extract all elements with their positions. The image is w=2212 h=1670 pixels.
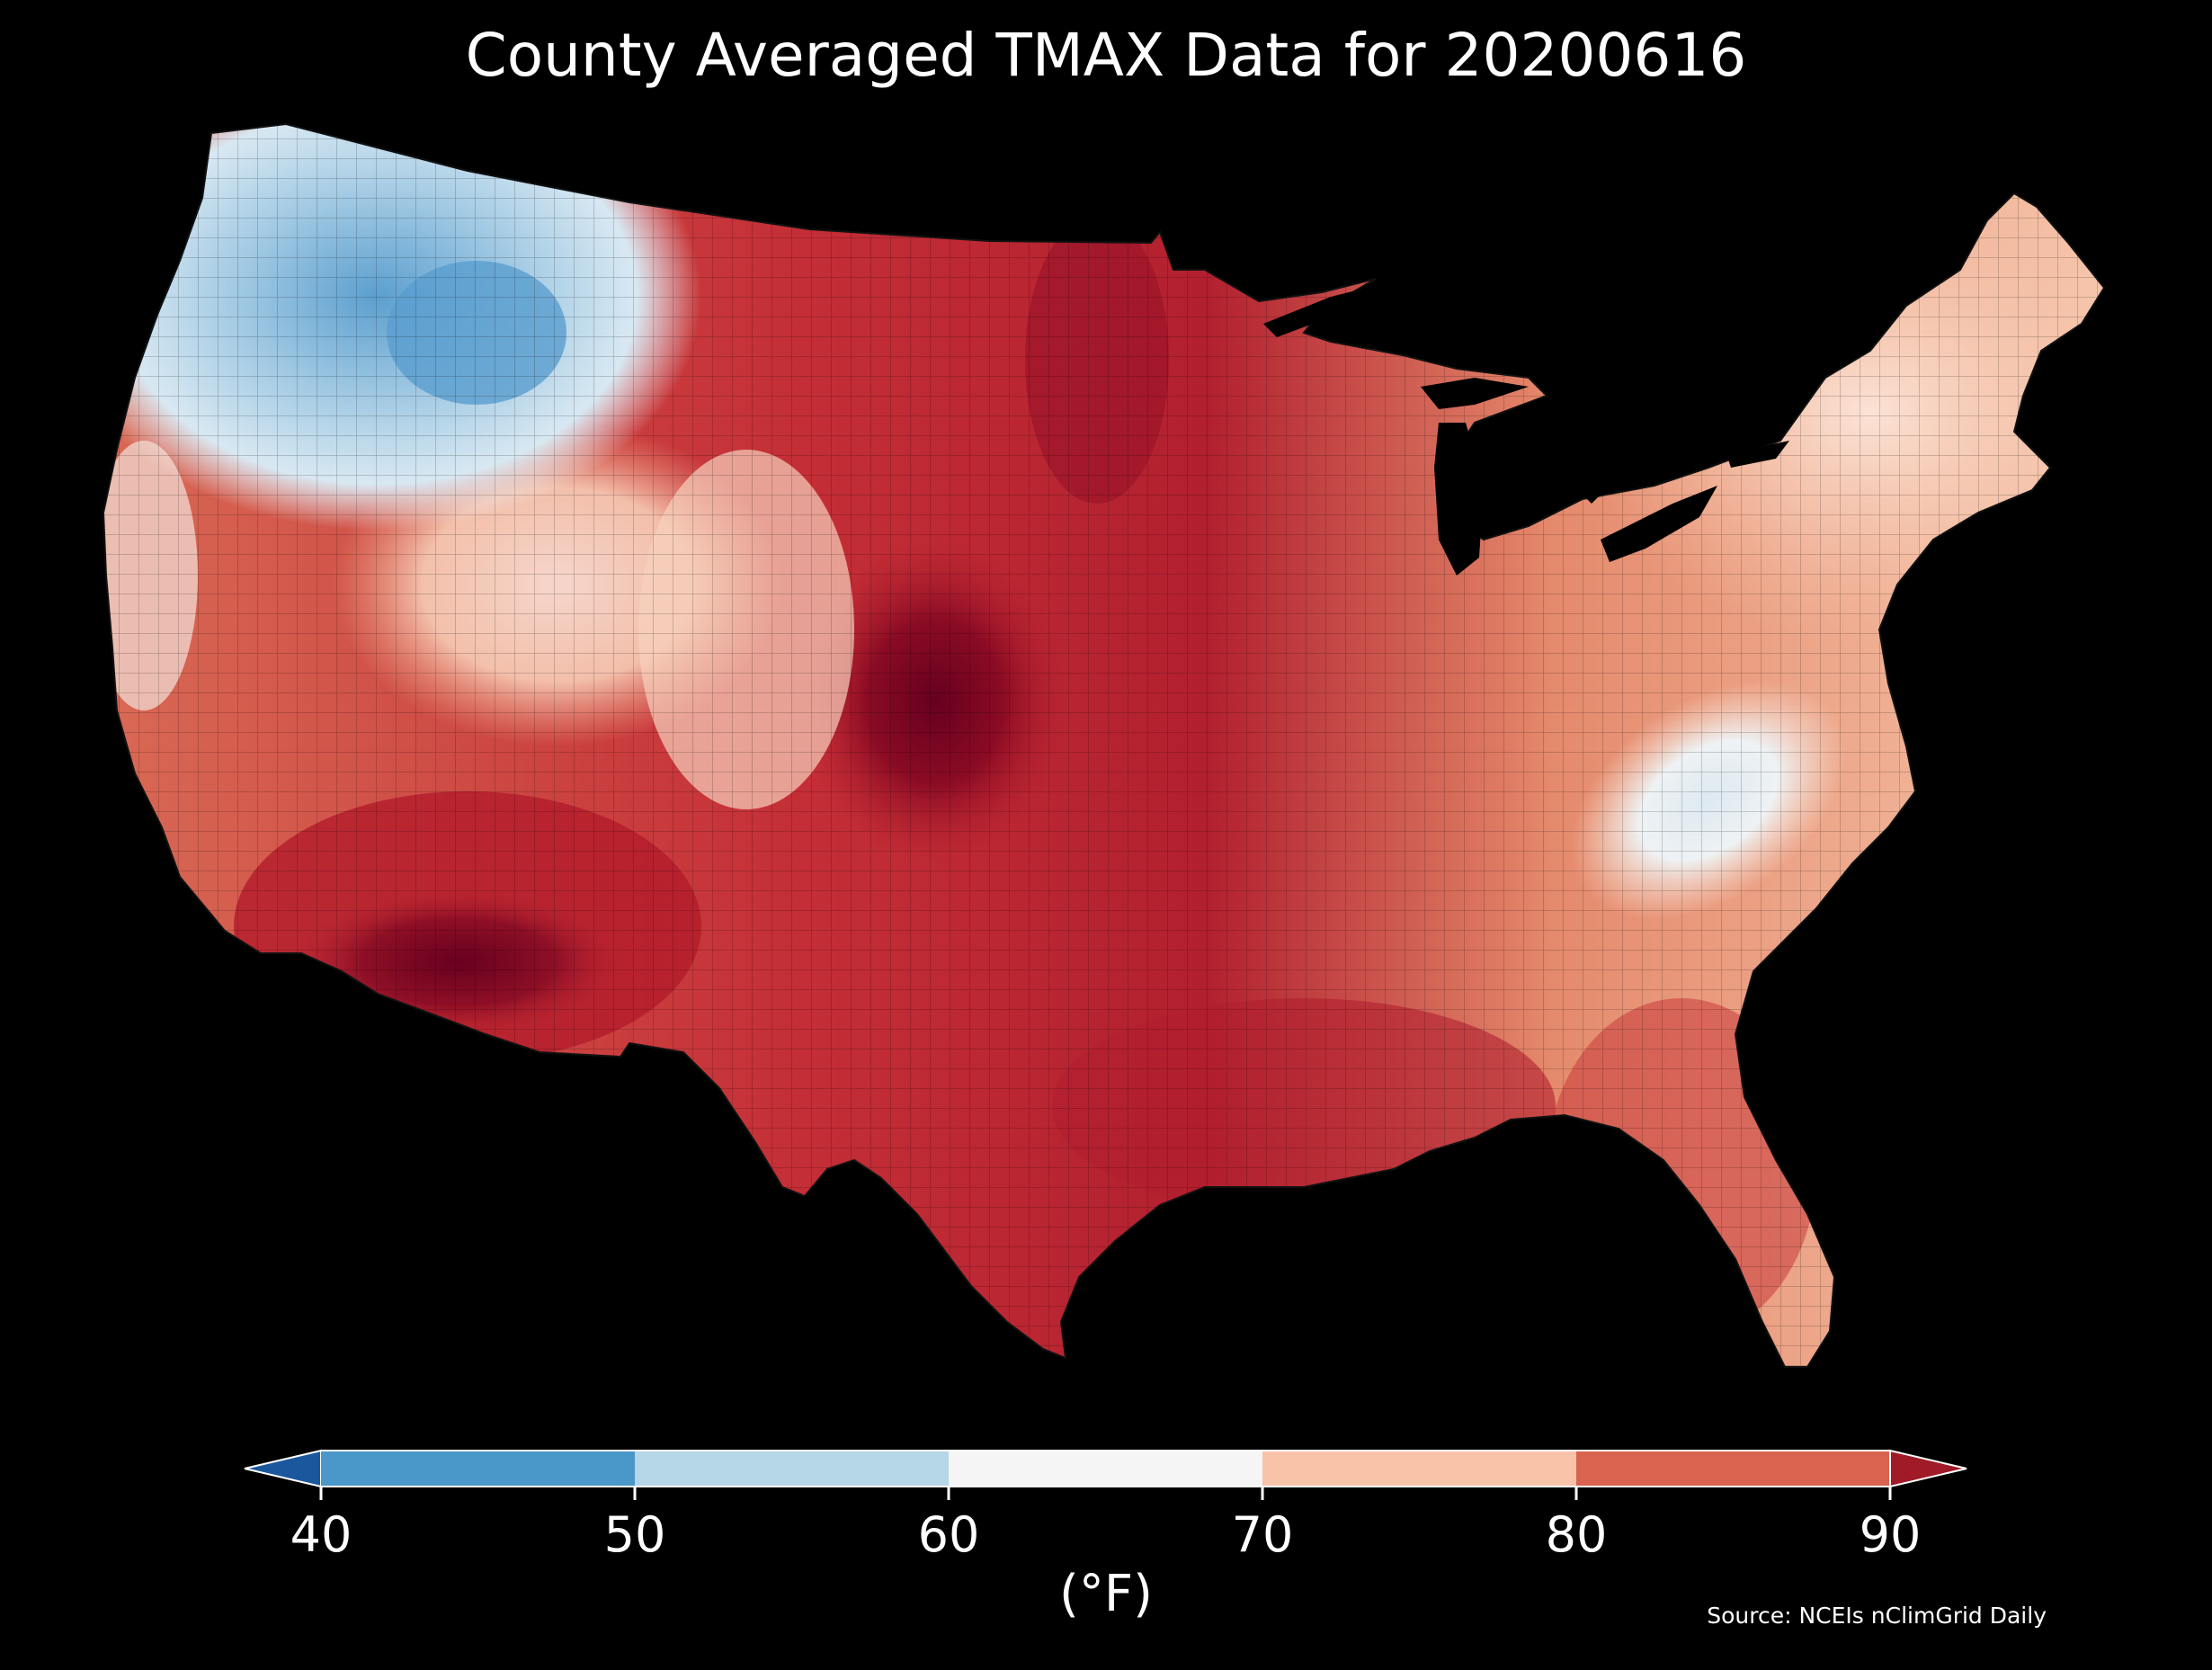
colorbar-tick-80: 80	[1545, 1506, 1608, 1563]
colorbar-tick-70: 70	[1231, 1506, 1294, 1563]
colorbar-tick-60: 60	[917, 1506, 980, 1563]
map-title: County Averaged TMAX Data for 20200616	[465, 21, 1747, 90]
us-counties-choropleth	[103, 124, 2104, 1367]
great-lakes	[1263, 283, 1789, 576]
colorbar-tick-50: 50	[603, 1506, 666, 1563]
colorbar-unit-label: (°F)	[1059, 1565, 1153, 1623]
colorbar-tick-90: 90	[1859, 1506, 1922, 1563]
source-credit: Source: NCEIs nClimGrid Daily	[1707, 1603, 2047, 1629]
colorbar-tick-40: 40	[290, 1506, 352, 1563]
